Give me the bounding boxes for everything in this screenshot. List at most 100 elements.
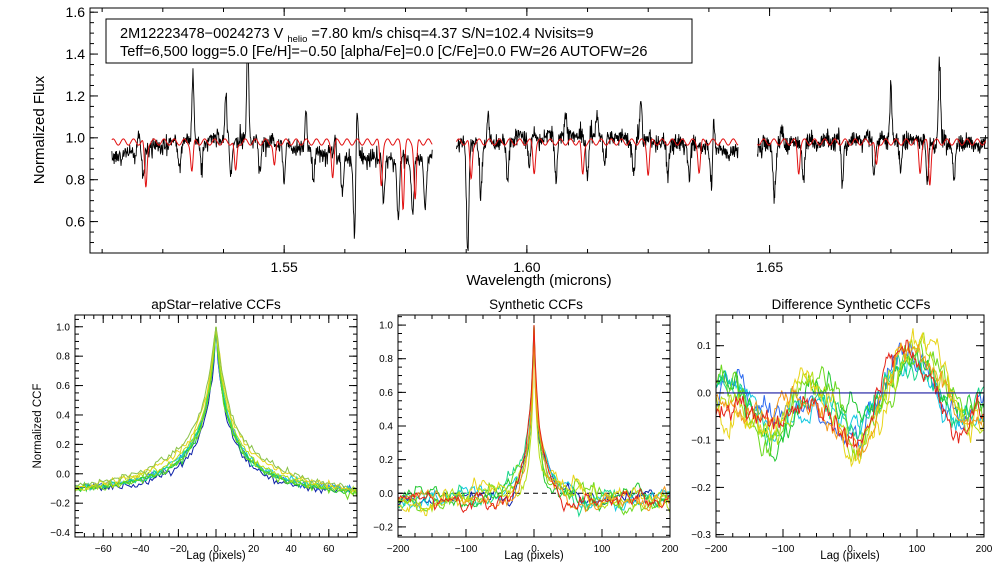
difference-ccf-x-tick-label: 0 — [847, 544, 853, 555]
synthetic-ccf-line — [397, 325, 671, 518]
apstar-ccf-x-tick-label: −40 — [132, 544, 149, 555]
synthetic-ccf-ticks — [397, 315, 671, 537]
apstar-ccf-line — [74, 326, 358, 493]
synthetic-ccf-y-tick-label: −0.2 — [373, 522, 393, 533]
difference-ccf-y-tick-label: 0.0 — [697, 388, 711, 399]
synthetic-ccf-y-tick-label: 0.4 — [379, 422, 393, 433]
difference-ccf-y-tick-label: 0.1 — [697, 341, 711, 352]
spectrum-model-line — [111, 138, 433, 211]
apstar-ccf-y-tick-label: −0.4 — [50, 528, 70, 539]
synthetic-ccf-x-tick-label: 100 — [594, 544, 611, 555]
difference-ccf-tick-labels: −200 −100 0 100 200 −0.3 −0.2 −0.1 0.0 0.1 — [691, 341, 993, 555]
synthetic-ccf-y-tick-label: 1.0 — [379, 321, 393, 332]
spectrum-x-axis-label: Wavelength (microns) — [466, 272, 611, 289]
apstar-ccf-line — [74, 326, 358, 493]
spectrum-observed-line — [111, 48, 433, 239]
synthetic-ccf-x-tick-label: 0 — [531, 544, 537, 555]
synthetic-ccf-tick-labels: −200 −100 0 100 200 −0.2 0.0 0.2 0.4 0.6 0.8 1.0 — [373, 321, 679, 555]
difference-ccf-line — [715, 353, 985, 446]
apstar-ccf-x-axis-label: Lag (pixels) — [186, 550, 246, 562]
apstar-ccf-line — [74, 326, 358, 493]
legend-v-subscript: helio — [287, 34, 307, 45]
apstar-ccf-line — [74, 326, 358, 501]
apstar-ccf-series — [74, 326, 358, 501]
spectrum-observed-line — [756, 56, 987, 204]
apstar-ccf-y-tick-label: 0.6 — [56, 381, 70, 392]
difference-ccf-x-tick-label: −100 — [772, 544, 795, 555]
difference-ccf-y-tick-label: −0.2 — [691, 483, 711, 494]
apstar-ccf-x-tick-label: −20 — [170, 544, 187, 555]
difference-ccf-x-tick-label: 100 — [909, 544, 926, 555]
apstar-ccf-y-tick-label: 0.8 — [56, 352, 70, 363]
difference-ccf-x-tick-label: 200 — [976, 544, 993, 555]
apstar-ccf-y-tick-label: −0.2 — [50, 499, 70, 510]
synthetic-ccf-x-tick-label: −100 — [455, 544, 478, 555]
spectrum-panel: 1.55 1.60 1.65 0.6 0.8 1.0 1.2 1.4 1.6 Wavelengt… — [31, 4, 989, 289]
apstar-ccf-y-tick-label: 0.4 — [56, 410, 70, 421]
legend-line-1: 2M12223478−0024273 V helio =7.80 km/s ch… — [120, 26, 594, 46]
difference-ccf-line — [715, 338, 985, 462]
legend-v-value: =7.80 km/s — [311, 26, 382, 42]
difference-ccf-ticks — [715, 315, 985, 537]
synthetic-ccf-x-tick-label: 200 — [662, 544, 679, 555]
difference-ccf-line — [715, 328, 985, 468]
synthetic-ccf-y-tick-label: 0.8 — [379, 354, 393, 365]
apstar-ccf-y-tick-label: 0.2 — [56, 440, 70, 451]
spectrum-model-line — [456, 138, 739, 181]
difference-ccf-line — [715, 342, 985, 459]
synthetic-ccf-x-axis-label: Lag (pixels) — [504, 550, 564, 562]
difference-ccf-line — [715, 339, 985, 449]
apstar-ccf-title: apStar−relative CCFs — [151, 297, 281, 312]
difference-ccf-title: Difference Synthetic CCFs — [772, 297, 931, 312]
legend-line-2: Teff=6,500 logg=5.0 [Fe/H]=−0.50 [alpha/… — [120, 44, 647, 60]
legend-v-prefix: V — [274, 26, 284, 42]
spectrum-y-tick-label: 0.6 — [66, 213, 86, 229]
synthetic-ccf-x-tick-label: −200 — [387, 544, 410, 555]
synthetic-ccf-line — [397, 325, 671, 517]
apstar-ccf-line — [74, 326, 358, 494]
apstar-ccf-x-tick-label: 40 — [286, 544, 298, 555]
synthetic-ccf-y-tick-label: 0.2 — [379, 455, 393, 466]
apstar-ccf-plot-frame — [74, 314, 358, 538]
synthetic-ccf-panel: Synthetic CCFs −200 −100 0 100 200 −0.2 0.0 0.2… — [373, 297, 679, 562]
spectrum-y-tick-label: 1.4 — [66, 46, 86, 62]
synthetic-ccf-series — [397, 325, 671, 518]
apstar-ccf-line — [74, 326, 358, 495]
synthetic-ccf-y-tick-label: 0.0 — [379, 489, 393, 500]
legend-chisq: chisq=4.37 — [387, 26, 458, 42]
spectrum-model-line — [757, 138, 987, 186]
apstar-ccf-line — [74, 326, 358, 493]
apstar-ccf-tick-labels: −60 −40 −20 0 20 40 60 −0.4 −0.2 0.0 0.2 0.4 0.6 0.8 1… — [50, 322, 335, 555]
apstar-ccf-x-tick-label: 20 — [248, 544, 260, 555]
spectrum-x-tick-label: 1.65 — [756, 259, 783, 275]
apstar-ccf-line — [74, 326, 358, 495]
spectrum-y-tick-label: 1.2 — [66, 88, 86, 104]
spectrum-tick-labels: 1.55 1.60 1.65 0.6 0.8 1.0 1.2 1.4 1.6 — [66, 4, 784, 275]
difference-ccf-series — [715, 328, 985, 468]
apstar-ccf-y-tick-label: 0.0 — [56, 469, 70, 480]
apstar-ccf-line — [74, 326, 358, 495]
spectrum-plot-frame — [89, 7, 989, 254]
spectrum-y-tick-label: 1.0 — [66, 130, 86, 146]
apstar-ccf-panel: apStar−relative CCFs −60 −40 −20 0 20 40 60 −0.… — [32, 297, 358, 562]
difference-ccf-x-axis-label: Lag (pixels) — [820, 550, 880, 562]
synthetic-ccf-title: Synthetic CCFs — [489, 297, 583, 312]
spectrum-legend: 2M12223478−0024273 V helio =7.80 km/s ch… — [105, 18, 693, 64]
difference-ccf-panel: Difference Synthetic CCFs −200 −100 0 100 20… — [691, 297, 993, 562]
difference-ccf-x-tick-label: −200 — [705, 544, 728, 555]
apstar-ccf-x-tick-label: −60 — [95, 544, 112, 555]
legend-sn: S/N=102.4 — [461, 26, 530, 42]
legend-star-id: 2M12223478−0024273 — [120, 26, 270, 42]
difference-ccf-y-tick-label: −0.1 — [691, 436, 711, 447]
spectrum-observed-line — [456, 101, 739, 251]
spectrum-series — [111, 48, 987, 251]
spectrum-y-tick-label: 1.6 — [66, 4, 86, 20]
synthetic-ccf-line — [397, 325, 670, 516]
apstar-ccf-x-tick-label: 0 — [213, 544, 219, 555]
apstar-ccf-y-axis-label: Normalized CCF — [32, 384, 44, 469]
legend-box — [105, 18, 693, 64]
synthetic-ccf-line — [397, 325, 671, 514]
difference-ccf-y-tick-label: −0.3 — [691, 530, 711, 541]
synthetic-ccf-line — [397, 325, 671, 513]
